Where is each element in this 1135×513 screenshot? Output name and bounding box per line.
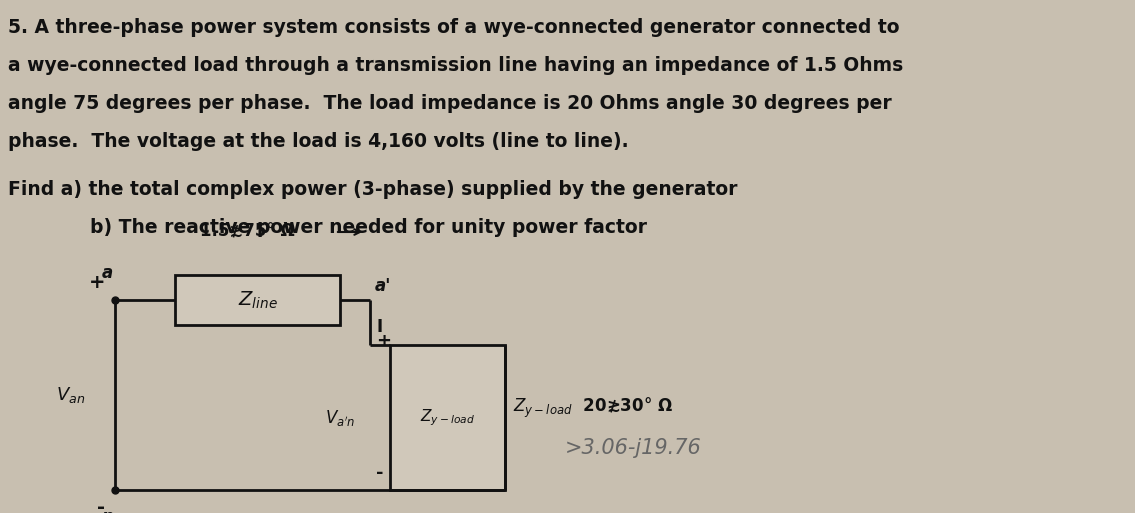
Text: b) The reactive power needed for unity power factor: b) The reactive power needed for unity p… xyxy=(37,218,647,237)
Text: $V_{a'n}$: $V_{a'n}$ xyxy=(325,407,355,427)
Text: -: - xyxy=(376,464,384,482)
Text: $Z_{y-load}$  20≵30° Ω: $Z_{y-load}$ 20≵30° Ω xyxy=(513,396,673,420)
Text: Find a) the total complex power (3-phase) supplied by the generator: Find a) the total complex power (3-phase… xyxy=(8,180,738,199)
Text: $Z_{y-load}$: $Z_{y-load}$ xyxy=(420,407,476,428)
Text: I: I xyxy=(376,318,382,336)
Text: 1.5≵75° Ω: 1.5≵75° Ω xyxy=(200,222,295,240)
Bar xyxy=(175,275,340,325)
Text: a': a' xyxy=(375,277,392,295)
Text: >3.06-j19.76: >3.06-j19.76 xyxy=(565,438,701,458)
Text: +: + xyxy=(89,273,106,292)
Text: phase.  The voltage at the load is 4,160 volts (line to line).: phase. The voltage at the load is 4,160 … xyxy=(8,132,629,151)
Text: angle 75 degrees per phase.  The load impedance is 20 Ohms angle 30 degrees per: angle 75 degrees per phase. The load imp… xyxy=(8,94,892,113)
Text: +: + xyxy=(376,332,390,350)
Text: $Z_{line}$: $Z_{line}$ xyxy=(237,289,277,311)
Text: a: a xyxy=(102,264,114,282)
Text: -: - xyxy=(96,498,106,513)
Text: $V_{an}$: $V_{an}$ xyxy=(56,385,85,405)
Text: n: n xyxy=(101,508,114,513)
Text: 5. A three-phase power system consists of a wye-connected generator connected to: 5. A three-phase power system consists o… xyxy=(8,18,900,37)
Text: a wye-connected load through a transmission line having an impedance of 1.5 Ohms: a wye-connected load through a transmiss… xyxy=(8,56,903,75)
Bar xyxy=(390,345,505,490)
